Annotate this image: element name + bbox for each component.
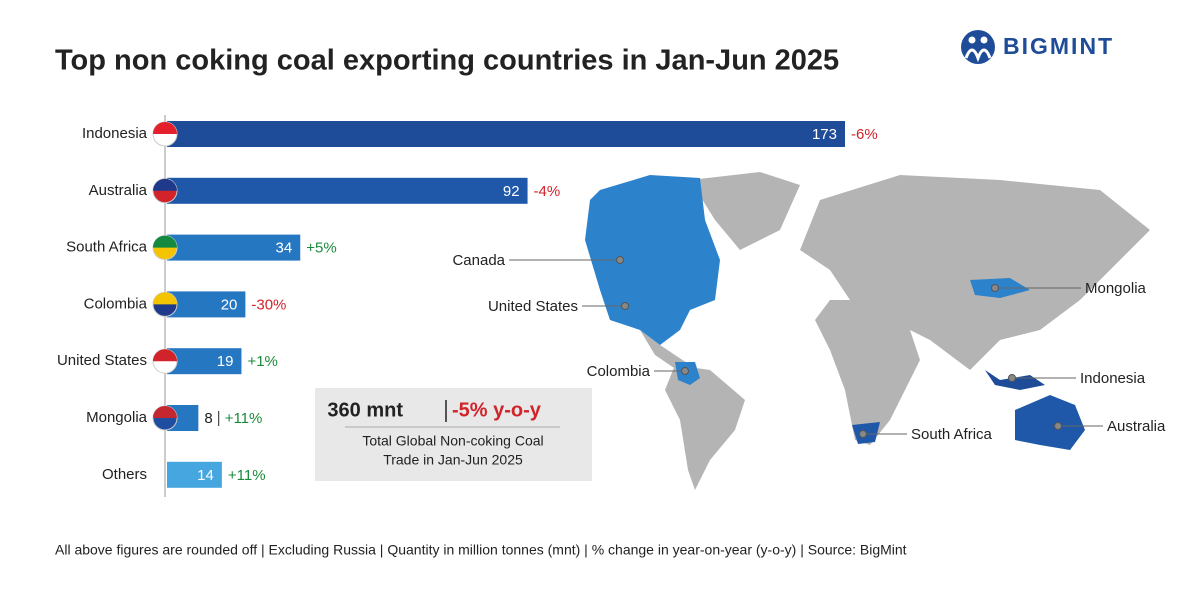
bar xyxy=(167,234,301,261)
value-label: 8 xyxy=(204,410,212,427)
map-label: Canada xyxy=(452,252,505,269)
change-label: -30% xyxy=(251,296,286,313)
value-label: 20 xyxy=(221,296,238,313)
value-label: 19 xyxy=(217,353,234,370)
change-label: -6% xyxy=(851,126,878,143)
brand: BIGMINT xyxy=(1003,33,1114,59)
flag xyxy=(153,178,177,191)
value-label: 14 xyxy=(197,467,214,484)
category-label: Colombia xyxy=(84,295,148,312)
map-label: Indonesia xyxy=(1080,370,1146,387)
logo: BIGMINT xyxy=(961,30,1114,64)
change-label: -4% xyxy=(534,183,561,200)
category-label: Mongolia xyxy=(86,409,148,426)
flag xyxy=(153,292,177,305)
map-label: South Africa xyxy=(911,426,993,443)
summary-change: -5% y-o-y xyxy=(452,399,542,421)
flag xyxy=(153,349,177,362)
value-label: 92 xyxy=(503,183,520,200)
value-label: 173 xyxy=(812,126,837,143)
bar xyxy=(167,348,242,375)
world-map: Canada United States Colombia Mongolia Indon… xyxy=(452,172,1166,490)
map-pin xyxy=(1054,422,1062,430)
value-label: 34 xyxy=(276,240,293,257)
map-label: United States xyxy=(488,298,578,315)
map-pin xyxy=(621,302,629,310)
category-label: United States xyxy=(57,352,147,369)
flag xyxy=(153,122,177,134)
map-pin xyxy=(991,284,999,292)
summary-box: 360 mnt -5% y-o-y Total Global Non-cokin… xyxy=(315,388,592,481)
summary-caption: Trade in Jan-Jun 2025 xyxy=(383,452,523,468)
summary-total: 360 mnt xyxy=(327,399,403,421)
bar xyxy=(167,461,222,488)
map-label: Australia xyxy=(1107,418,1166,435)
category-label: Others xyxy=(102,466,147,483)
change-label: +5% xyxy=(306,240,336,257)
flag xyxy=(153,406,177,418)
footnote: All above figures are rounded off | Excl… xyxy=(55,542,907,558)
chart-title: Top non coking coal exporting countries … xyxy=(55,45,839,77)
summary-caption: Total Global Non-coking Coal xyxy=(362,433,543,449)
bar xyxy=(167,291,246,318)
category-label: South Africa xyxy=(66,239,148,256)
map-pin xyxy=(616,256,624,264)
map-pin xyxy=(681,367,689,375)
map-pin xyxy=(859,430,867,438)
bar xyxy=(167,121,845,147)
category-label: Australia xyxy=(89,182,148,199)
change-label: +11% xyxy=(225,410,263,427)
map-label: Mongolia xyxy=(1085,280,1147,297)
flag xyxy=(153,235,177,248)
map-label: Colombia xyxy=(587,363,651,380)
bar xyxy=(167,177,528,204)
change-label: +1% xyxy=(247,353,277,370)
change-label: +11% xyxy=(228,467,266,484)
map-pin xyxy=(1008,374,1016,382)
category-label: Indonesia xyxy=(82,125,148,142)
